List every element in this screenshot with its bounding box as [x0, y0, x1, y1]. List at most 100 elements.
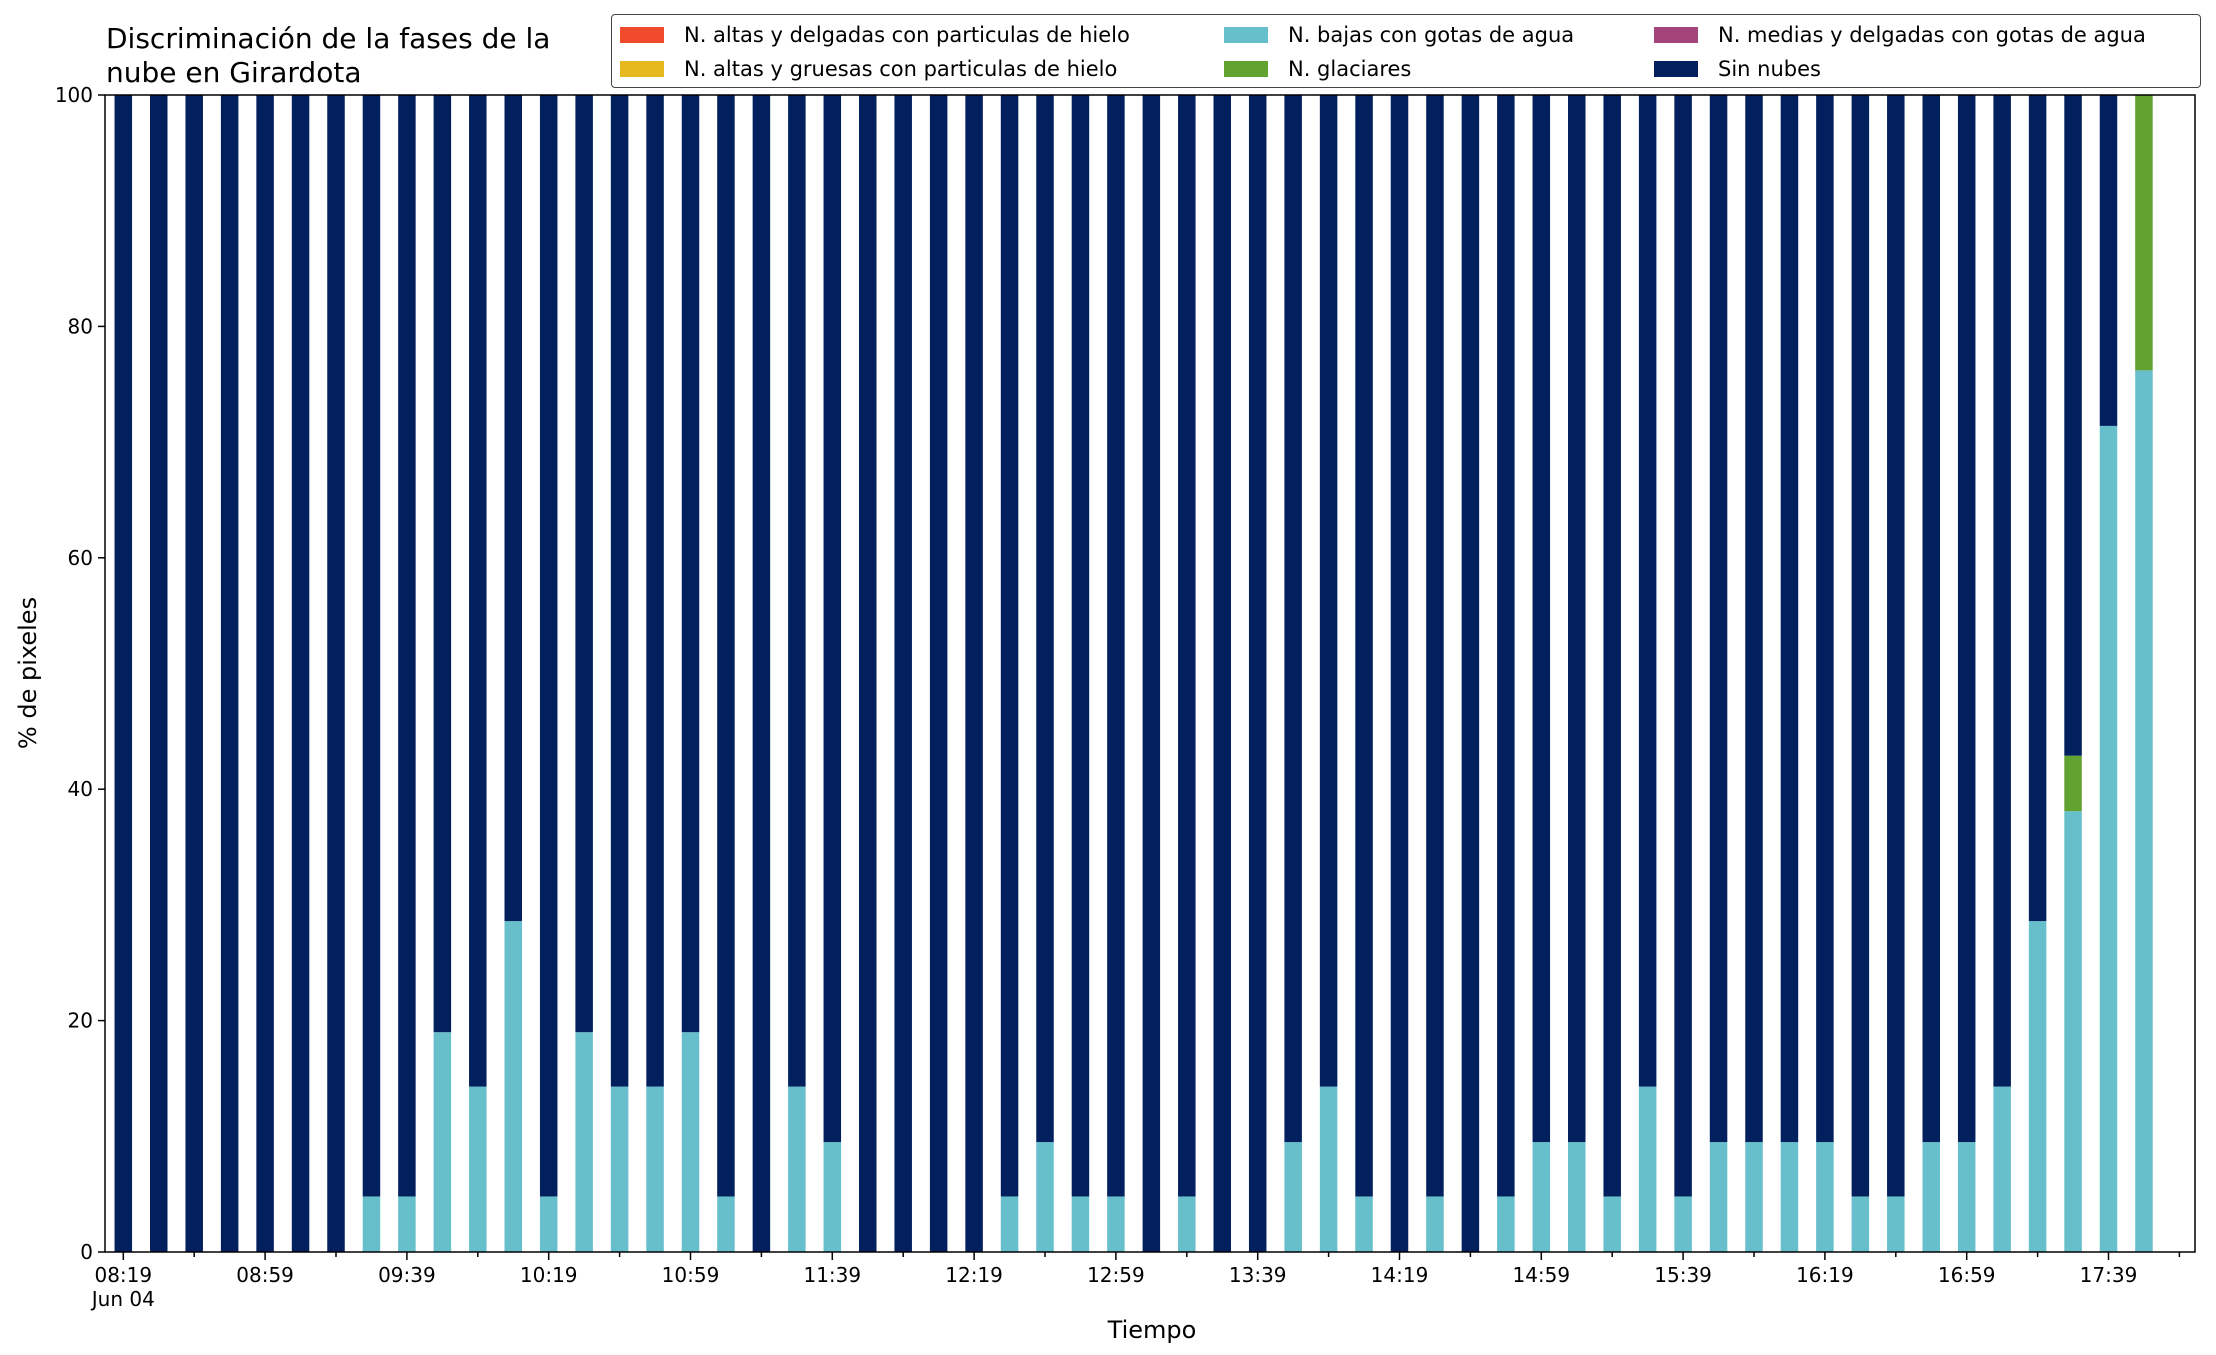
legend-item: N. glaciares	[1224, 55, 1411, 83]
legend-swatch	[1224, 61, 1268, 77]
bar-segment	[681, 1032, 700, 1252]
bar-segment	[1568, 1142, 1586, 1252]
bar-segment	[1497, 95, 1515, 1197]
bar-segment	[752, 95, 771, 1252]
legend-swatch	[620, 27, 664, 43]
x-tick-label: 16:19	[1796, 1263, 1854, 1287]
bar-segment	[1780, 1142, 1799, 1252]
x-tick-label: 09:39	[378, 1263, 436, 1287]
legend-swatch	[1654, 27, 1698, 43]
bar-segment	[1532, 95, 1551, 1143]
y-tick-label: 0	[80, 1240, 93, 1264]
bar-segment	[1816, 95, 1834, 1143]
bar-segment	[469, 95, 487, 1087]
bar-segment	[1603, 95, 1621, 1197]
bar-segment	[1568, 95, 1586, 1143]
bar-segment	[1887, 1196, 1905, 1252]
bar-segment	[788, 1086, 806, 1252]
y-tick-label: 80	[68, 314, 93, 338]
bar-segment	[398, 95, 416, 1197]
bar-segment	[1178, 95, 1196, 1197]
bar-segment	[965, 95, 983, 1252]
legend-label: N. bajas con gotas de agua	[1288, 23, 1575, 47]
bar-segment	[717, 95, 735, 1197]
bar-segment	[1851, 1196, 1870, 1252]
bar-segment	[504, 95, 522, 922]
bar-segment	[1071, 95, 1090, 1197]
bar-segment	[1922, 95, 1940, 1143]
bar-segment	[362, 95, 381, 1197]
chart-title: Discriminación de la fases de la nube en…	[106, 22, 551, 89]
bar-segment	[1957, 1142, 1976, 1252]
legend-item: Sin nubes	[1654, 55, 1821, 83]
bar-segment	[1107, 95, 1125, 1197]
bar-segment	[1745, 1142, 1763, 1252]
bar-segment	[220, 95, 239, 1252]
bar-segment	[1036, 1142, 1054, 1252]
legend: N. altas y delgadas con particulas de hi…	[611, 14, 2201, 88]
bar-layer	[114, 95, 2153, 1252]
bar-segment	[539, 1196, 558, 1252]
legend-item: N. altas y delgadas con particulas de hi…	[620, 21, 1130, 49]
bar-segment	[2135, 370, 2153, 1252]
bar-segment	[1603, 1196, 1621, 1252]
bar-segment	[788, 95, 806, 1087]
bar-segment	[2028, 921, 2047, 1252]
bar-segment	[398, 1196, 416, 1252]
bar-segment	[1000, 95, 1019, 1197]
bar-segment	[469, 1086, 487, 1252]
plot-frame	[104, 94, 2196, 1253]
x-tick-label: 14:59	[1512, 1263, 1570, 1287]
bar-segment	[1426, 1196, 1444, 1252]
bar-segment	[1355, 1196, 1373, 1252]
bar-segment	[2135, 95, 2153, 371]
bar-segment	[717, 1196, 735, 1252]
y-tick-label: 20	[68, 1009, 93, 1033]
bar-segment	[929, 95, 948, 1252]
bar-segment	[1993, 95, 2011, 1087]
bar-segment	[1355, 95, 1373, 1197]
bar-segment	[504, 921, 522, 1252]
bar-segment	[1426, 95, 1444, 1197]
x-tick-label: 10:19	[520, 1263, 578, 1287]
bar-segment	[1957, 95, 1976, 1143]
bar-segment	[1497, 1196, 1515, 1252]
bar-segment	[1319, 95, 1338, 1087]
legend-label: N. altas y gruesas con particulas de hie…	[684, 57, 1118, 81]
x-tick-label: 16:59	[1938, 1263, 1996, 1287]
legend-label: N. glaciares	[1288, 57, 1412, 81]
bar-segment	[1213, 95, 1231, 1252]
bar-segment	[1107, 1196, 1125, 1252]
bar-segment	[1390, 95, 1409, 1252]
bar-segment	[1142, 95, 1161, 1252]
bar-segment	[539, 95, 558, 1197]
bar-segment	[1461, 95, 1480, 1252]
bar-segment	[610, 95, 629, 1087]
x-tick-label: 08:59	[236, 1263, 294, 1287]
y-tick-label: 60	[68, 546, 93, 570]
x-tick-label: 14:19	[1371, 1263, 1429, 1287]
bar-segment	[1922, 1142, 1940, 1252]
bar-segment	[327, 95, 345, 1252]
x-tick-label: 10:59	[662, 1263, 720, 1287]
legend-item: N. medias y delgadas con gotas de agua	[1654, 21, 2146, 49]
bar-segment	[823, 95, 842, 1143]
y-tick-label: 100	[55, 83, 93, 107]
bar-segment	[646, 1086, 664, 1252]
bar-segment	[1638, 1086, 1657, 1252]
bar-segment	[2028, 95, 2047, 922]
bar-segment	[681, 95, 700, 1033]
bar-segment	[2099, 95, 2118, 426]
legend-item: N. bajas con gotas de agua	[1224, 21, 1574, 49]
x-tick-label: 12:19	[945, 1263, 1003, 1287]
legend-item: N. altas y gruesas con particulas de hie…	[620, 55, 1117, 83]
legend-swatch	[1224, 27, 1268, 43]
bar-segment	[2099, 425, 2118, 1252]
bar-segment	[433, 95, 452, 1033]
bar-segment	[1780, 95, 1799, 1143]
bar-segment	[575, 95, 593, 1033]
bar-segment	[1036, 95, 1054, 1143]
x-tick-label: 11:39	[803, 1263, 861, 1287]
